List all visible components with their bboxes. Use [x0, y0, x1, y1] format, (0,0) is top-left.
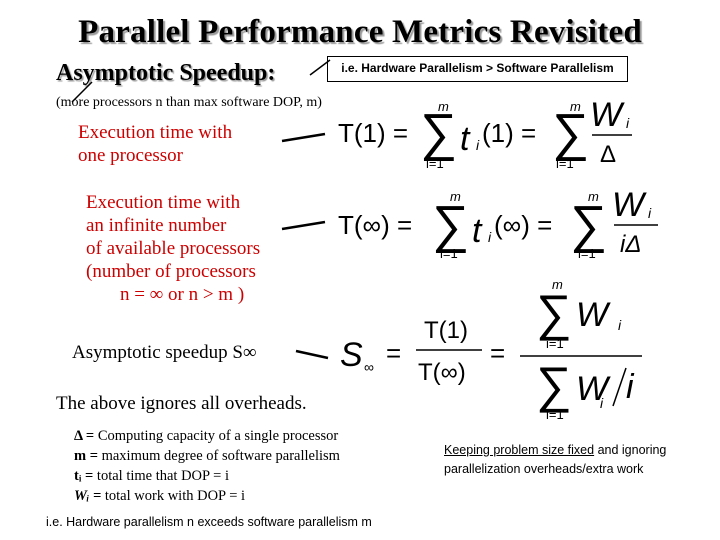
fixed-problem-note: Keeping problem size fixed and ignoring … [444, 443, 667, 476]
svg-text:iΔ: iΔ [620, 231, 641, 258]
svg-text:i: i [626, 115, 630, 131]
svg-text:∑: ∑ [536, 285, 572, 341]
svg-text:i: i [626, 368, 635, 406]
formula-t1: T(1) = m ∑ i=1 t i (1) = m ∑ i=1 W i Δ [338, 96, 632, 171]
slide-title: Parallel Performance Metrics Revisited [78, 14, 642, 50]
sigma-symbol: ∑ [420, 104, 457, 162]
svg-text:∑: ∑ [552, 104, 589, 162]
svg-text:i: i [600, 395, 604, 411]
label-exec-one-processor: Execution time with one processor [78, 122, 233, 166]
legend-row: m = maximum degree of software paralleli… [74, 448, 340, 464]
svg-text:(∞) =: (∞) = [494, 210, 552, 240]
svg-text:i=1: i=1 [440, 246, 458, 261]
svg-text:T(∞): T(∞) [418, 359, 466, 386]
formula-speedup: S ∞ = T(1) T(∞) = m ∑ i=1 W i ∑ i=1 W i … [340, 277, 642, 422]
svg-text:=: = [490, 338, 505, 368]
svg-text:T(∞) =: T(∞) = [338, 210, 412, 240]
svg-text:m: m [588, 189, 599, 204]
svg-text:∑: ∑ [570, 196, 607, 254]
symbol-legend: Δ = Computing capacity of a single proce… [74, 426, 340, 506]
svg-text:m: m [552, 277, 563, 292]
svg-text:(1) =: (1) = [482, 118, 536, 148]
legend-row: Δ = Computing capacity of a single proce… [74, 428, 339, 444]
svg-text:∑: ∑ [432, 196, 469, 254]
legend-row: tᵢ = total time that DOP = i [74, 468, 230, 484]
slide-subtitle: Asymptotic Speedup: [56, 60, 276, 86]
svg-text:t: t [472, 212, 483, 250]
callout-box: i.e. Hardware Parallelism > Software Par… [327, 56, 628, 82]
formula-tinf: T(∞) = m ∑ i=1 t i (∞) = m ∑ i=1 W i iΔ [338, 186, 658, 261]
svg-text:i=1: i=1 [556, 156, 574, 171]
svg-text:i: i [476, 137, 480, 153]
svg-text:W: W [590, 96, 625, 134]
svg-text:m: m [438, 99, 449, 114]
label-exec-infinite-processors: Execution time with an infinite number o… [86, 192, 261, 305]
svg-text:i: i [648, 205, 652, 221]
svg-text:i=1: i=1 [546, 336, 564, 351]
svg-text:S: S [340, 336, 363, 374]
svg-text:W: W [612, 186, 647, 224]
dop-note: (more processors n than max software DOP… [56, 95, 322, 110]
svg-text:i=1: i=1 [426, 156, 444, 171]
footer-note: i.e. Hardware parallelism n exceeds soft… [46, 515, 372, 529]
legend-row: Wᵢ = total work with DOP = i [74, 488, 246, 504]
label-asymptotic-speedup: Asymptotic speedup S∞ [72, 342, 257, 363]
svg-text:i: i [488, 229, 492, 245]
svg-text:∑: ∑ [536, 357, 572, 413]
svg-text:i=1: i=1 [546, 407, 564, 422]
svg-text:m: m [570, 99, 581, 114]
svg-text:=: = [386, 338, 401, 368]
svg-text:Δ: Δ [600, 141, 616, 168]
svg-text:∞: ∞ [364, 359, 374, 375]
svg-text:i=1: i=1 [578, 246, 596, 261]
svg-text:T(1): T(1) [424, 317, 468, 344]
svg-text:i: i [618, 317, 622, 333]
overheads-note: The above ignores all overheads. [56, 393, 307, 414]
svg-text:W: W [576, 370, 611, 408]
svg-text:W: W [576, 296, 611, 334]
svg-text:m: m [450, 189, 461, 204]
svg-text:t: t [460, 120, 471, 158]
svg-text:T(1) =: T(1) = [338, 118, 408, 148]
